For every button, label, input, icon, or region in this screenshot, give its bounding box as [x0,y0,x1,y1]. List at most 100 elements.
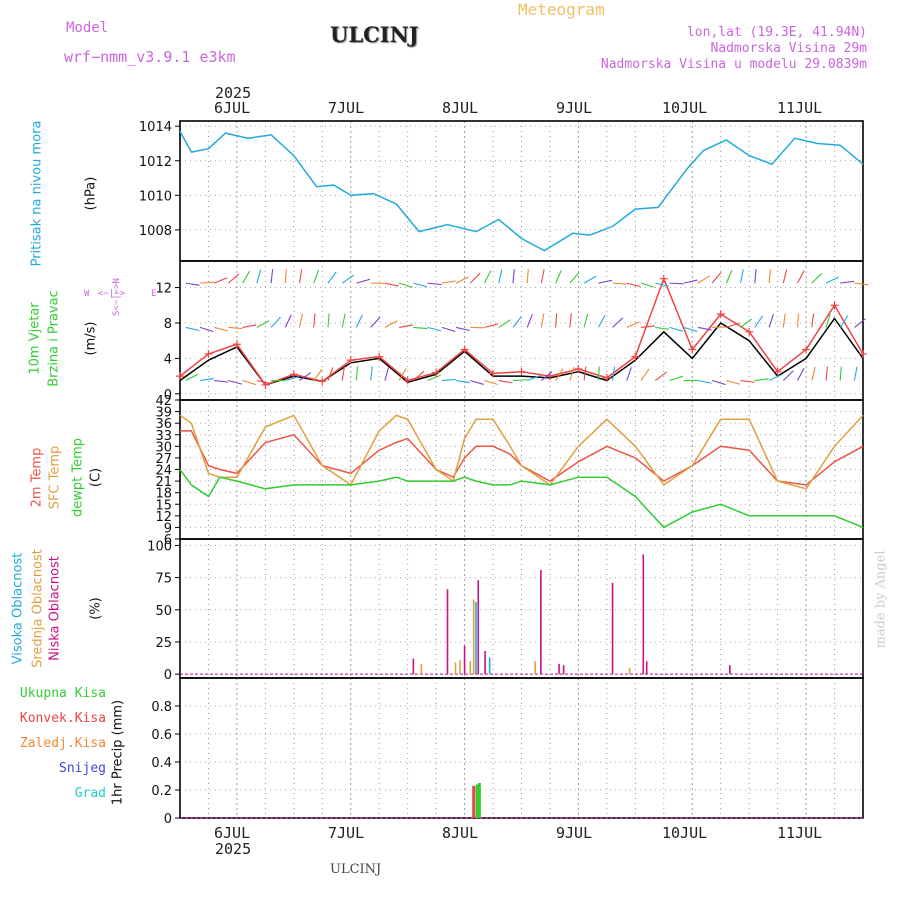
bar-srednja-oblacnost [469,661,472,675]
precip-legend-total: Ukupna Kisa [19,686,106,701]
wind-arrow [370,366,373,381]
wind-arrow [768,374,783,382]
bar-visoka-oblacnost [488,657,491,675]
precip-legend-snow: Snijeg [59,761,106,776]
bar-srednja-oblacnost [472,599,475,675]
bottom-day-label: 11JUL [777,824,823,842]
y-tick-label: 1012 [139,155,172,170]
series-line-dewpt-temp [179,469,864,529]
wind-arrow [427,326,442,332]
meteogram-title: Meteogram [518,0,605,19]
top-day-label: 7JUL [328,99,365,117]
series-line-pressure [179,131,864,252]
wind-arrow [811,366,816,381]
wind-arrow [597,366,600,381]
wind-arrow [270,316,281,328]
wind-arrow [441,326,456,333]
gust-marker [773,367,782,376]
wind-arrow [284,269,287,284]
wind-arrow [214,326,228,332]
gust-marker [659,274,668,283]
model-label: Model [66,20,109,36]
gust-marker [745,327,754,336]
wind-arrow [555,313,558,328]
y-tick-label: 30 [155,440,172,455]
gust-marker [403,376,412,385]
wind-arrow [669,326,684,332]
top-year-label: 2025 [215,84,252,102]
wind-arrow [270,269,274,284]
wind-arrow [384,282,399,287]
y-tick-label: 0 [164,812,172,827]
wind-arrow [697,275,711,284]
wind-arrow [242,379,257,386]
wind-arrow [811,313,815,328]
gust-marker [602,373,611,382]
gust-marker [688,345,697,354]
wind-arrow [498,269,503,284]
y-tick-label: 39 [155,406,172,421]
y-tick-label: 1008 [139,224,172,239]
wind-arrow [768,313,774,328]
compass-w: W [84,289,90,299]
wind-arrow [185,282,200,286]
wind-arrow [725,270,733,284]
wind-arrow [583,313,589,328]
chart-panel-4: 0 0.2 0.4 0.6 0.8 [151,677,864,827]
wind-arrow [640,325,656,328]
bar-niska-oblacnost [645,661,648,675]
wind-arrow [498,379,513,384]
bar-srednja-oblacnost [420,663,423,675]
bottom-day-label: 7JUL [328,824,365,842]
wind-arrow [228,379,243,385]
wind-arrow [512,379,527,382]
wind-arrow [541,371,553,381]
wind-arrow [285,376,299,382]
wind-arrow [669,375,684,382]
y-tick-label: 15 [155,498,172,513]
wind-arrow [185,326,200,332]
gust-marker [830,301,839,310]
wind-arrow [484,270,492,284]
wind-arrow [228,273,240,284]
lonlat-info: lon,lat (19.3E, 41.94N) [686,25,867,40]
wind-arrow [683,326,698,332]
wind-arrow [626,321,640,328]
wind-compass: <−|−> W E S<−|−>N [82,262,162,326]
footer-station: ULCINJ [330,862,382,877]
gust-marker [574,365,583,374]
bar-ukupna-kisa-2 [477,783,481,818]
top-day-label: 10JUL [662,99,708,117]
wind-arrow [683,279,698,284]
station-title: ULCINJ [330,22,419,47]
wind-arrow [484,379,499,386]
wind-arrow [256,269,262,284]
model-name: wrf−nmm_v3.9.1 e3km [64,48,236,66]
wind-arrow [626,367,632,381]
y-tick-label: 50 [155,604,172,619]
wind-arrow [669,282,684,285]
wind-arrow [199,281,214,284]
wind-arrow [313,368,323,381]
wind-arrow [540,269,545,284]
wind-arrow [811,272,823,284]
wind-arrow [228,326,243,330]
wind-arrow [455,276,469,284]
wind-arrow [370,316,381,328]
y-tick-label: 4 [164,352,172,367]
wind-arrow [413,282,428,288]
wind-arrow [840,280,855,284]
bar-niska-oblacnost [642,554,645,675]
wind-arrow [313,313,316,328]
chart-panel-3: 0 25 50 75 100 [147,538,864,683]
wind-arrow [626,282,641,288]
y-tick-label: 25 [155,636,172,651]
top-day-label: 8JUL [442,99,479,117]
wind-arrow [526,269,529,284]
gust-marker [176,372,184,381]
wind-arrow [768,269,772,284]
gust-marker [289,370,298,379]
y-tick-label: 21 [155,475,172,490]
wind-arrow [711,271,722,284]
wind-arrow [427,282,442,286]
